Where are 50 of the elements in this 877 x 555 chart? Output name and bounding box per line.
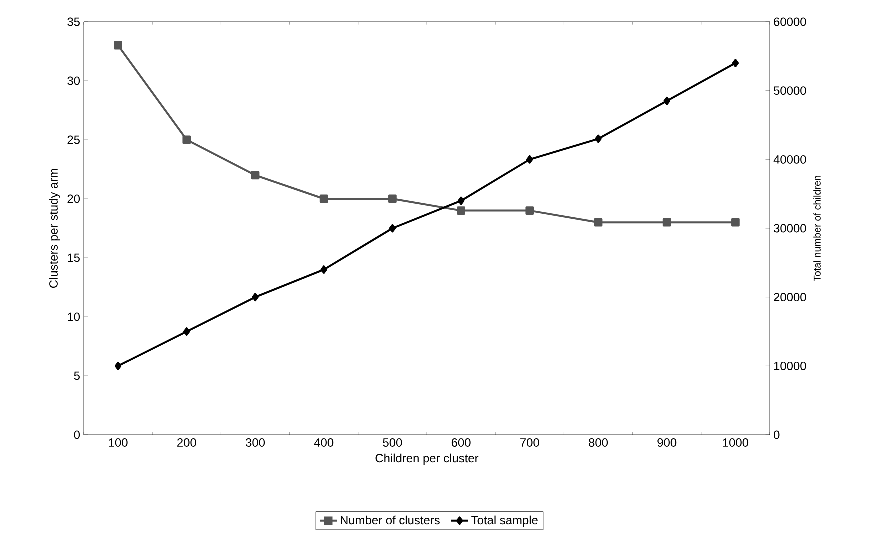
point bbox=[251, 171, 260, 180]
x-tick-label: 200 bbox=[178, 438, 196, 447]
y2-axis-title: Total number of children bbox=[814, 176, 821, 282]
y-axis-title: Clusters per study arm bbox=[49, 169, 60, 288]
x-tick-label: 300 bbox=[246, 438, 266, 447]
x-tick-label: 100 bbox=[109, 438, 128, 447]
y2-tick-label: 0 bbox=[774, 430, 780, 440]
y2-tick-label: 50000 bbox=[774, 86, 806, 96]
y2-tick-label: 10000 bbox=[774, 362, 806, 370]
y-tick-label: 25 bbox=[68, 136, 80, 144]
point bbox=[114, 362, 122, 370]
point bbox=[114, 41, 122, 50]
point bbox=[184, 328, 190, 336]
point bbox=[662, 218, 672, 227]
y2-tick-label: 40000 bbox=[774, 155, 806, 164]
point bbox=[664, 96, 670, 106]
point bbox=[389, 224, 396, 233]
point bbox=[458, 196, 465, 206]
point bbox=[732, 59, 740, 68]
y-tick-label: 35 bbox=[68, 18, 80, 26]
y2-tick-label: 20000 bbox=[774, 293, 806, 302]
y-tick-label: 0 bbox=[74, 430, 80, 440]
x-tick-label: 400 bbox=[314, 438, 334, 447]
x-tick-label: 600 bbox=[452, 438, 471, 447]
point bbox=[595, 134, 602, 144]
point bbox=[526, 206, 534, 215]
x-tick-label: 900 bbox=[658, 438, 677, 447]
point bbox=[526, 155, 534, 164]
point bbox=[457, 206, 466, 215]
y-tick-label: 15 bbox=[68, 254, 80, 262]
y-tick-label: 30 bbox=[68, 76, 80, 86]
point bbox=[388, 194, 397, 204]
y2-tick-label: 60000 bbox=[774, 18, 806, 26]
x-tick-label: 1000 bbox=[723, 438, 749, 447]
point bbox=[320, 266, 328, 274]
x-tick-label: 500 bbox=[383, 438, 402, 447]
legend-label: Number of clusters bbox=[341, 516, 440, 525]
x-tick-label: 800 bbox=[589, 438, 608, 447]
y-tick-label: 5 bbox=[74, 372, 80, 380]
y2-tick-label: 30000 bbox=[774, 224, 806, 233]
x-tick-label: 700 bbox=[520, 438, 540, 447]
point bbox=[732, 218, 740, 227]
point bbox=[594, 218, 603, 227]
point bbox=[182, 136, 192, 144]
point bbox=[320, 194, 328, 204]
legend-label: Total sample bbox=[472, 516, 538, 527]
y-tick-label: 10 bbox=[68, 312, 80, 322]
point bbox=[252, 293, 259, 302]
x-axis-title: Children per cluster bbox=[376, 454, 479, 465]
y-tick-label: 20 bbox=[68, 194, 80, 204]
